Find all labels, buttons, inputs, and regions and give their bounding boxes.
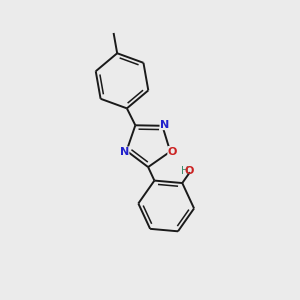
Text: N: N xyxy=(160,120,169,130)
Text: N: N xyxy=(120,147,129,157)
Text: O: O xyxy=(184,166,194,176)
Text: O: O xyxy=(168,147,177,157)
Text: H: H xyxy=(181,166,188,176)
